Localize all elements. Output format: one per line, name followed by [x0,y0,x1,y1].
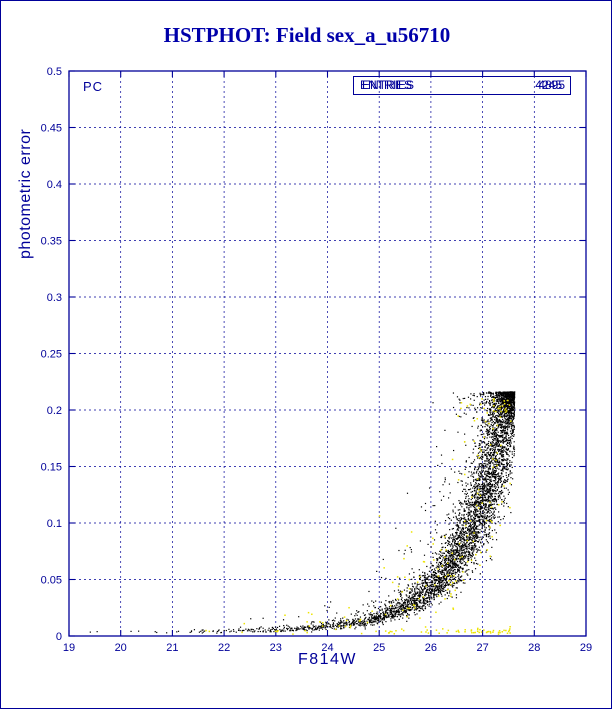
y-axis-label: photometric error [17,128,34,259]
x-tick-label: 27 [476,642,488,654]
entries-value-overlap: 4245 [535,78,562,92]
x-tick-label: 26 [425,642,437,654]
y-tick-label: 0.45 [41,123,62,135]
y-tick-label: 0.35 [41,236,62,248]
x-tick-label: 21 [166,642,178,654]
tick-labels: 19 20 21 22 23 24 25 26 27 28 29 0 0.05 0.1 0.15 0.2 0.2… [41,66,593,654]
x-tick-label: 23 [270,642,282,654]
x-tick-label: 25 [373,642,385,654]
entries-box: ENTRIES ENTRIES 4895 4245 [353,76,571,95]
y-tick-label: 0.5 [47,66,62,78]
entries-value: 4895 [538,78,565,92]
y-tick-label: 0.4 [47,179,62,191]
y-tick-label: 0.3 [47,292,62,304]
x-tick-label: 19 [63,642,75,654]
y-tick-label: 0.05 [41,575,62,587]
entries-label-overlap: ENTRIES [362,78,415,92]
x-tick-label: 20 [115,642,127,654]
y-tick-label: 0.2 [47,405,62,417]
chart-title: HSTPHOT: Field sex_a_u56710 [163,23,451,47]
scatter-points [69,71,586,636]
x-tick-label: 24 [321,642,333,654]
x-axis-label: F814W [297,651,358,668]
y-tick-label: 0.25 [41,349,62,361]
y-tick-label: 0.15 [41,462,62,474]
detector-label: PC [83,79,104,94]
y-tick-label: 0 [56,631,62,643]
x-tick-label: 29 [580,642,592,654]
y-tick-label: 0.1 [47,518,62,530]
entries-label: ENTRIES [360,78,413,92]
x-tick-label: 22 [218,642,230,654]
x-tick-label: 28 [528,642,540,654]
